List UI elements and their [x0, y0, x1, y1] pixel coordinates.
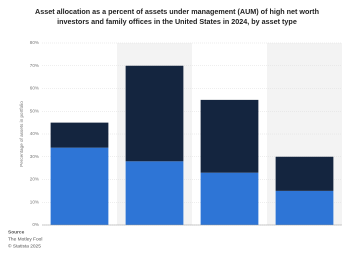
bar-segment: [125, 65, 184, 162]
y-tick-label: 20%: [30, 177, 39, 182]
y-tick-label: 80%: [30, 40, 39, 45]
source-heading: Source: [8, 229, 25, 235]
y-tick-label: 0%: [32, 222, 39, 227]
source-text: The Motley Fool: [8, 236, 42, 242]
y-tick-label: 70%: [30, 63, 39, 68]
bar-segment: [275, 156, 334, 191]
bar-segment: [200, 99, 259, 173]
chart-title: investors and family offices in the Unit…: [57, 17, 297, 26]
y-tick-label: 30%: [30, 154, 39, 159]
bar-segment: [50, 122, 109, 148]
chart-title: Asset allocation as a percent of assets …: [35, 7, 319, 16]
y-axis-label: Percentage of assets in portfolio: [19, 101, 24, 167]
y-tick-label: 40%: [30, 131, 39, 136]
y-tick-label: 50%: [30, 108, 39, 113]
y-tick-label: 60%: [30, 86, 39, 91]
bar-segment: [50, 147, 109, 225]
bar-segment: [125, 161, 184, 225]
source-text: © Statista 2025: [8, 242, 41, 249]
y-tick-label: 10%: [30, 199, 39, 204]
bar-segment: [275, 190, 334, 225]
bar-segment: [200, 172, 259, 225]
